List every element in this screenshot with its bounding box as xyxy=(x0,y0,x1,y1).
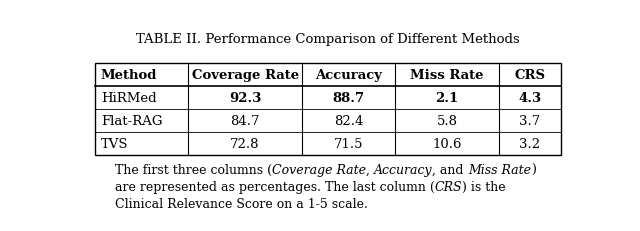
Text: ) is the: ) is the xyxy=(462,180,506,193)
Text: The first three columns (: The first three columns ( xyxy=(115,163,272,176)
Text: 2.1: 2.1 xyxy=(436,91,459,104)
Text: Coverage Rate: Coverage Rate xyxy=(191,68,299,81)
Text: ,: , xyxy=(366,163,374,176)
Text: 3.7: 3.7 xyxy=(520,115,541,128)
Text: Accuracy: Accuracy xyxy=(374,163,433,176)
Text: Miss Rate: Miss Rate xyxy=(410,68,484,81)
Text: are represented as percentages. The last column (: are represented as percentages. The last… xyxy=(115,180,435,193)
Text: 5.8: 5.8 xyxy=(436,115,458,128)
Text: 71.5: 71.5 xyxy=(334,138,364,151)
Text: 4.3: 4.3 xyxy=(518,91,541,104)
Text: Flat-RAG: Flat-RAG xyxy=(101,115,163,128)
Text: 3.2: 3.2 xyxy=(520,138,541,151)
Text: 84.7: 84.7 xyxy=(230,115,260,128)
Text: CRS: CRS xyxy=(515,68,545,81)
Text: 88.7: 88.7 xyxy=(333,91,365,104)
Text: Method: Method xyxy=(101,68,157,81)
Text: 72.8: 72.8 xyxy=(230,138,260,151)
Text: Coverage Rate: Coverage Rate xyxy=(272,163,366,176)
Text: Clinical Relevance Score on a 1-5 scale.: Clinical Relevance Score on a 1-5 scale. xyxy=(115,197,367,210)
Text: 92.3: 92.3 xyxy=(229,91,261,104)
Text: Accuracy: Accuracy xyxy=(316,68,382,81)
Text: ): ) xyxy=(531,163,536,176)
Text: TVS: TVS xyxy=(101,138,129,151)
Text: HiRMed: HiRMed xyxy=(101,91,156,104)
Text: Miss Rate: Miss Rate xyxy=(468,163,531,176)
Bar xyxy=(95,63,561,156)
Text: , and: , and xyxy=(433,163,468,176)
Text: 82.4: 82.4 xyxy=(334,115,364,128)
Text: 10.6: 10.6 xyxy=(433,138,462,151)
Text: TABLE II. Performance Comparison of Different Methods: TABLE II. Performance Comparison of Diff… xyxy=(136,33,520,46)
Text: CRS: CRS xyxy=(435,180,462,193)
